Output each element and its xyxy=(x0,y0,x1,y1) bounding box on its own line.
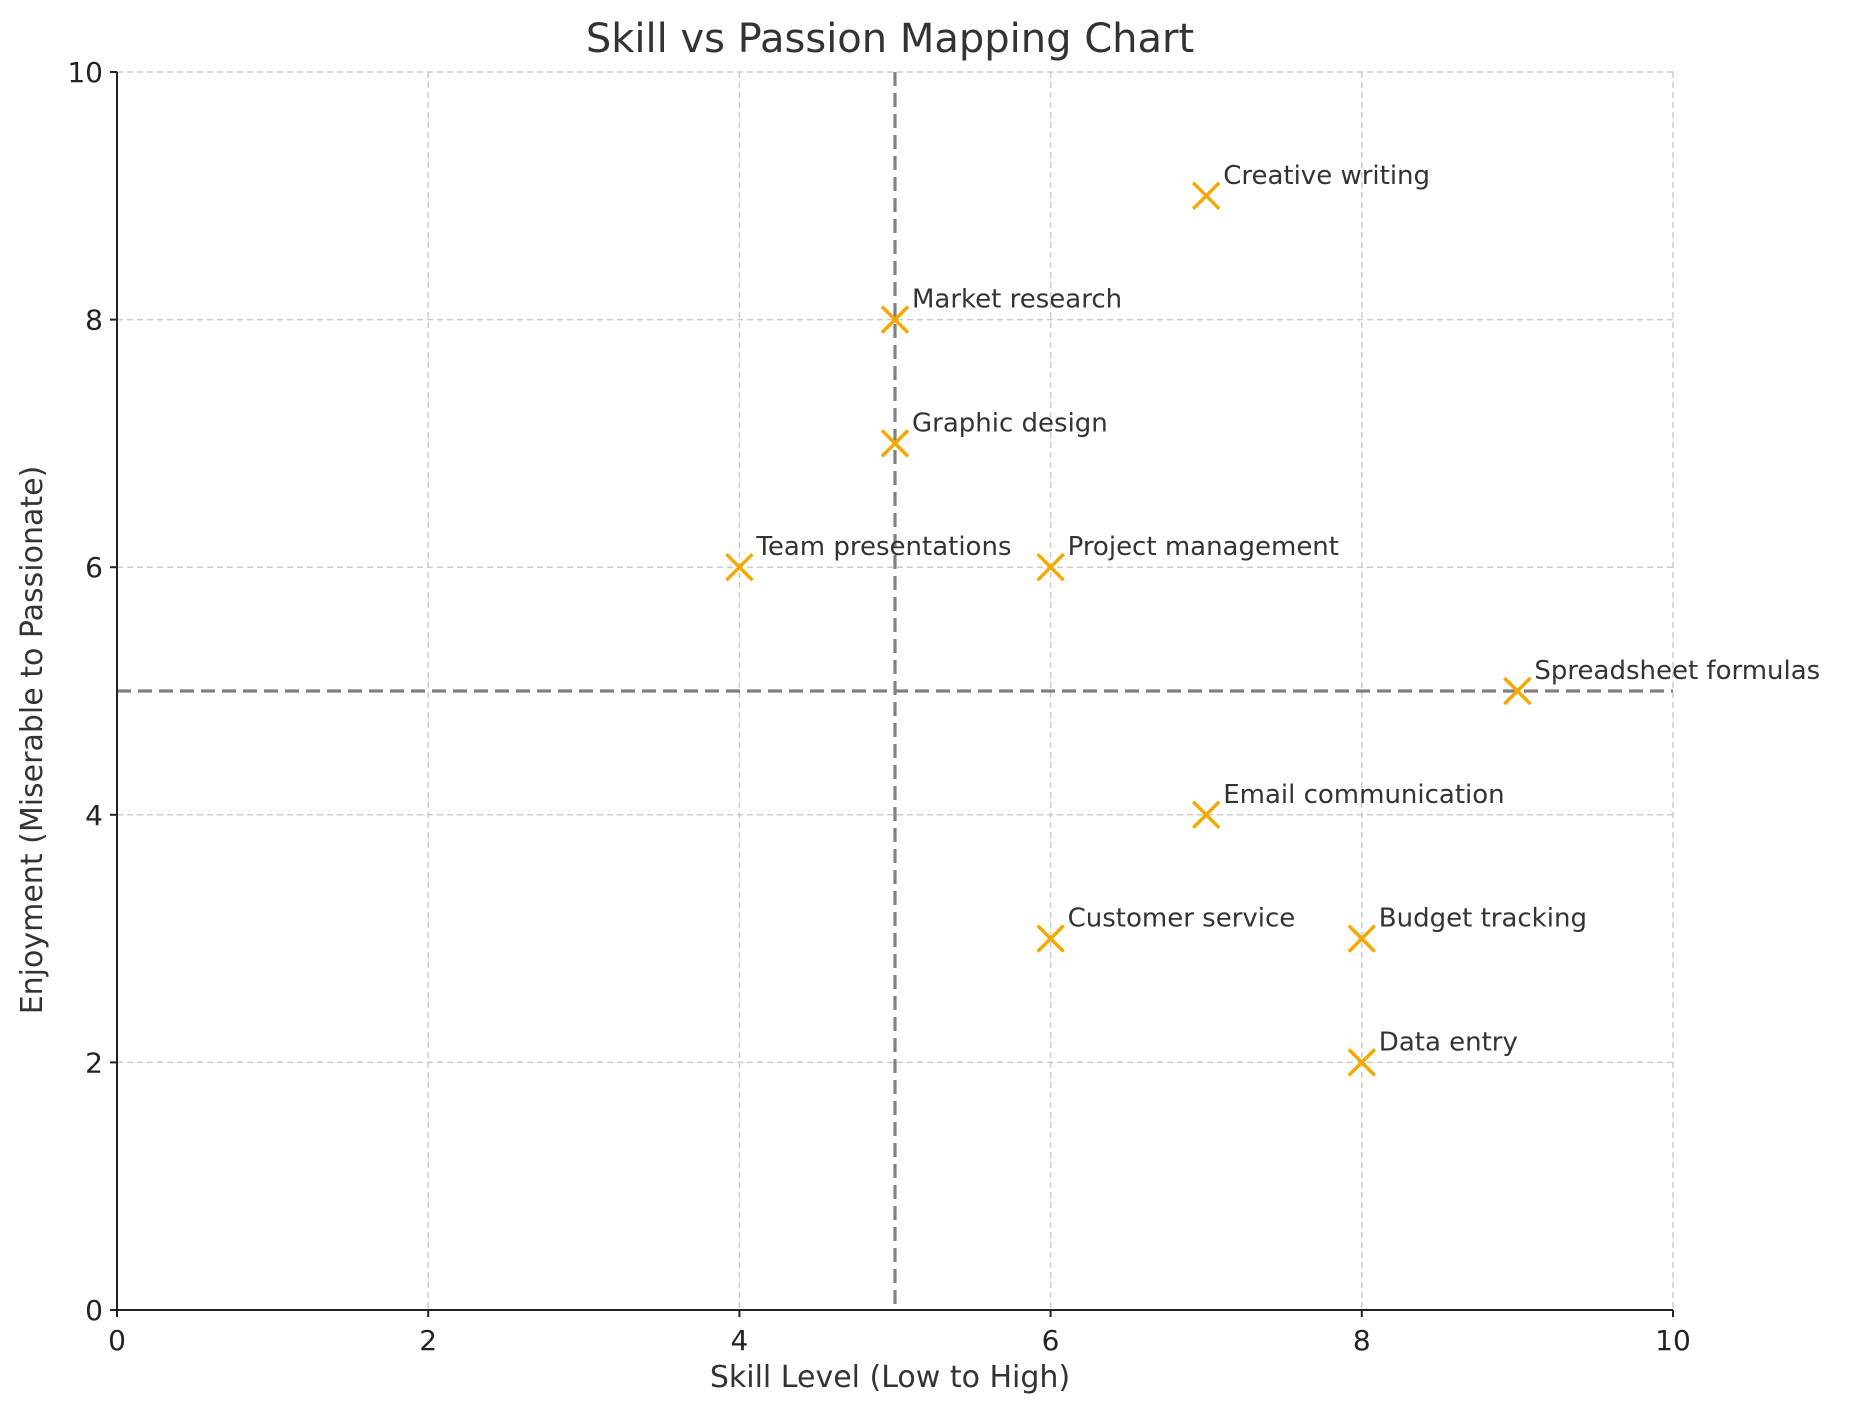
reference-lines xyxy=(117,72,1673,1310)
data-point-marker xyxy=(1191,181,1221,211)
point-label: Team presentations xyxy=(755,532,1011,562)
y-tick-label: 8 xyxy=(85,304,103,337)
data-point-marker xyxy=(1191,800,1221,830)
point-label: Project management xyxy=(1068,532,1339,562)
y-tick-label: 6 xyxy=(85,551,103,584)
x-tick-label: 0 xyxy=(108,1324,126,1357)
point-label: Creative writing xyxy=(1223,161,1430,191)
point-label: Graphic design xyxy=(912,408,1108,438)
point-labels: Creative writing Market research Graphic d… xyxy=(755,161,1820,1058)
data-point-marker xyxy=(1347,924,1377,953)
data-point-marker xyxy=(880,305,910,334)
tick-labels: 0 2 4 6 8 10 0 2 4 6 8 10 xyxy=(67,56,1690,1357)
x-tick-label: 8 xyxy=(1353,1324,1371,1357)
chart-title: Skill vs Passion Mapping Chart xyxy=(586,16,1194,62)
x-tick-label: 2 xyxy=(419,1324,437,1357)
y-tick-label: 4 xyxy=(85,799,103,832)
point-label: Spreadsheet formulas xyxy=(1534,656,1820,686)
data-point-marker xyxy=(1503,676,1532,706)
axes xyxy=(110,71,1674,1317)
point-label: Market research xyxy=(912,285,1122,315)
x-tick-label: 6 xyxy=(1042,1324,1060,1357)
data-point-marker xyxy=(880,429,910,458)
x-tick-label: 10 xyxy=(1655,1324,1691,1357)
point-label: Data entry xyxy=(1379,1027,1518,1057)
data-point-marker xyxy=(1036,552,1065,582)
data-point-marker xyxy=(725,552,754,582)
y-tick-label: 2 xyxy=(85,1046,103,1079)
data-point-marker xyxy=(1347,1048,1377,1077)
x-axis-label: Skill Level (Low to High) xyxy=(710,1360,1070,1395)
point-label: Budget tracking xyxy=(1379,904,1587,934)
y-axis-label: Enjoyment (Miserable to Passionate) xyxy=(15,466,50,1015)
data-point-marker xyxy=(1036,924,1065,953)
point-label: Email communication xyxy=(1223,780,1504,810)
y-tick-label: 0 xyxy=(85,1294,103,1327)
point-label: Customer service xyxy=(1068,904,1296,934)
x-tick-label: 4 xyxy=(730,1324,748,1357)
y-tick-label: 10 xyxy=(67,56,103,89)
data-points xyxy=(725,181,1532,1077)
